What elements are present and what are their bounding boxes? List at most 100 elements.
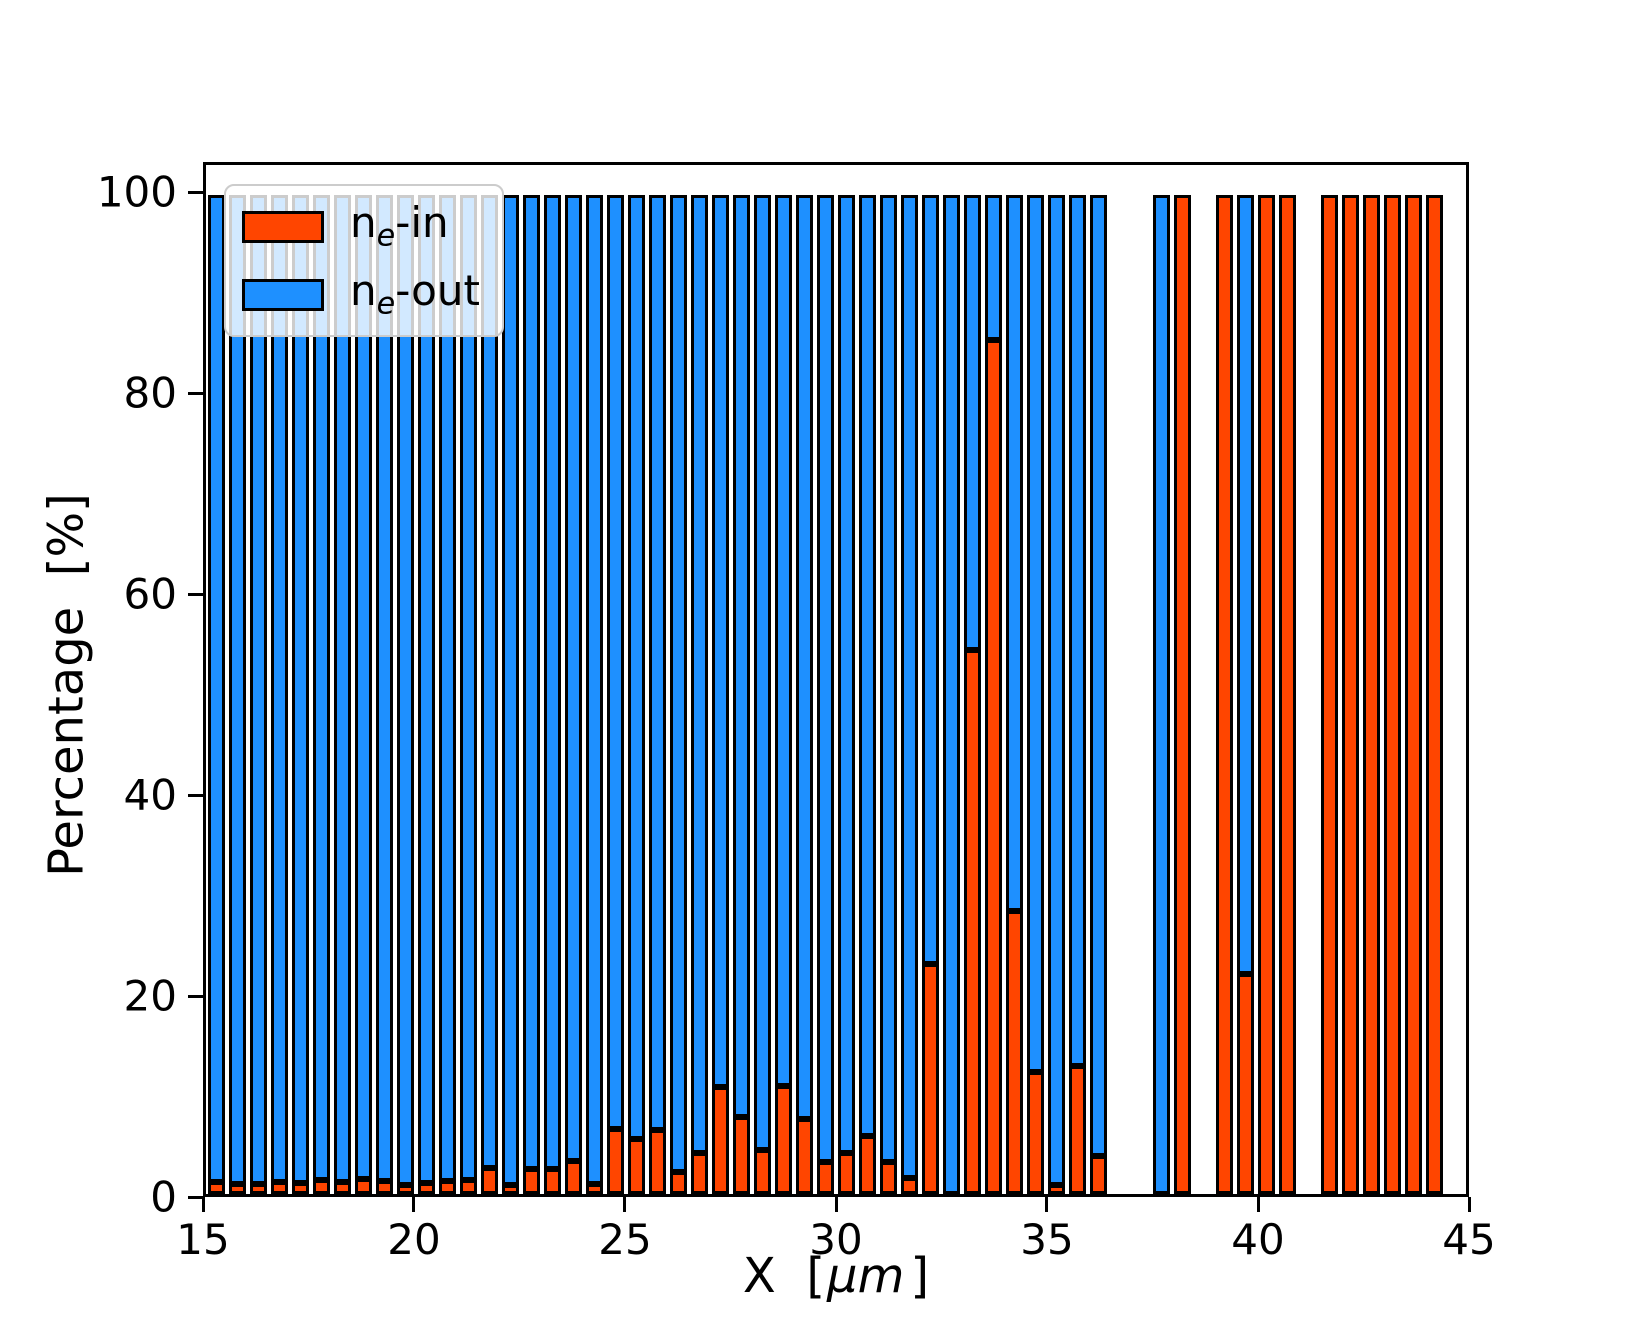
bar-segment-ne-in (1068, 1066, 1087, 1194)
bar-segment-ne-out (921, 194, 940, 965)
bar-segment-ne-out (543, 194, 562, 1170)
stacked-bar (732, 165, 751, 1194)
bar-segment-ne-out (207, 194, 226, 1183)
bar-segment-ne-in (1173, 194, 1192, 1194)
bar-segment-ne-out (270, 194, 289, 1183)
stacked-bar (207, 165, 226, 1194)
bar-segment-ne-out (333, 194, 352, 1183)
bar-segment-ne-in (522, 1169, 541, 1194)
stacked-bar (816, 165, 835, 1194)
bar-segment-ne-out (648, 194, 667, 1131)
bar-segment-ne-in (375, 1181, 394, 1194)
stacked-bar (648, 165, 667, 1194)
bar-segment-ne-in (900, 1178, 919, 1194)
bar-segment-ne-in (669, 1172, 688, 1194)
stacked-bar (1005, 165, 1024, 1194)
legend-label: ne-out (350, 265, 480, 322)
stacked-bar (1425, 165, 1444, 1194)
y-tick-mark (188, 793, 203, 797)
bar-segment-ne-in (711, 1087, 730, 1194)
stacked-bar (1257, 165, 1276, 1194)
stacked-bar (711, 165, 730, 1194)
x-tick-mark (623, 1197, 627, 1212)
stacked-bar (522, 165, 541, 1194)
x-axis-label: X [μm] (203, 1248, 1469, 1304)
bar-segment-ne-out (312, 194, 331, 1181)
bar-segment-ne-out (501, 194, 520, 1186)
x-tick-mark (412, 1197, 416, 1212)
bar-segment-ne-in (207, 1182, 226, 1194)
plot-area: ne-in ne-out (203, 162, 1469, 1197)
bar-segment-ne-in (1341, 194, 1360, 1194)
bar-segment-ne-out (249, 194, 268, 1185)
y-tick-label: 0 (150, 1172, 177, 1222)
x-tick-mark (1467, 1197, 1471, 1212)
y-tick-label: 20 (123, 971, 177, 1021)
stacked-bar (1383, 165, 1402, 1194)
legend-label: ne-in (350, 198, 449, 254)
stacked-bar (1068, 165, 1087, 1194)
bar-segment-ne-in (291, 1183, 310, 1194)
bar-segment-ne-in (1383, 194, 1402, 1194)
x-axis-label-suffix: ] (910, 1248, 930, 1304)
bar-segment-ne-out (774, 194, 793, 1087)
stacked-bar (963, 165, 982, 1194)
x-axis-label-prefix: X [ (742, 1248, 826, 1304)
stacked-bar (669, 165, 688, 1194)
bar-segment-ne-out (1236, 194, 1255, 975)
y-tick-label: 80 (123, 368, 177, 418)
bar-segment-ne-in (249, 1184, 268, 1194)
bar-segment-ne-out (480, 194, 499, 1169)
x-tick-label: 15 (176, 1215, 230, 1264)
bar-segment-ne-out (375, 194, 394, 1182)
y-tick-label: 60 (123, 569, 177, 619)
bar-segment-ne-out (417, 194, 436, 1184)
bar-segment-ne-out (711, 194, 730, 1088)
stacked-bar (690, 165, 709, 1194)
stacked-bar (1362, 165, 1381, 1194)
bar-segment-ne-out (396, 194, 415, 1186)
legend-row: ne-in (242, 202, 480, 252)
y-tick-mark (188, 190, 203, 194)
bar-segment-ne-out (459, 194, 478, 1181)
stacked-bar (543, 165, 562, 1194)
bar-segment-ne-in (648, 1130, 667, 1194)
bar-segment-ne-out (732, 194, 751, 1118)
stacked-bar (753, 165, 772, 1194)
bar-segment-ne-out (795, 194, 814, 1120)
bar-segment-ne-in (1257, 194, 1276, 1194)
bar-segment-ne-in (396, 1185, 415, 1194)
stacked-bar (1026, 165, 1045, 1194)
bar-segment-ne-out (942, 194, 961, 1194)
stacked-bar (1320, 165, 1339, 1194)
stacked-bar (417, 165, 436, 1194)
bar-segment-ne-in (690, 1153, 709, 1194)
y-tick-mark (188, 994, 203, 998)
x-axis-ticks: 15 20 25 30 35 40 45 (176, 1197, 1496, 1267)
bar-segment-ne-out (1047, 194, 1066, 1186)
stacked-bar (900, 165, 919, 1194)
x-axis-label-unit: μm (827, 1248, 905, 1304)
bar-segment-ne-out (627, 194, 646, 1140)
stacked-bar (501, 165, 520, 1194)
x-tick-label: 45 (1442, 1215, 1496, 1264)
bar-segment-ne-in (501, 1185, 520, 1194)
legend: ne-in ne-out (224, 184, 504, 338)
stacked-bar (1236, 165, 1255, 1194)
bar-segment-ne-out (984, 195, 1003, 340)
bar-segment-ne-in (1278, 194, 1297, 1194)
bar-segment-ne-in (732, 1117, 751, 1194)
stacked-bar (837, 165, 856, 1194)
bar-segment-ne-in (333, 1182, 352, 1194)
bar-segment-ne-in (627, 1139, 646, 1194)
bar-segment-ne-in (1026, 1072, 1045, 1194)
bar-segment-ne-out (669, 194, 688, 1173)
stacked-bar (564, 165, 583, 1194)
stacked-bar (942, 165, 961, 1194)
bar-segment-ne-in (459, 1180, 478, 1194)
bar-segment-ne-in (1362, 194, 1381, 1194)
bar-segment-ne-out (354, 194, 373, 1180)
bar-segment-ne-out (1026, 194, 1045, 1073)
y-axis-ticks: 0 20 40 60 80 100 (0, 162, 203, 1222)
